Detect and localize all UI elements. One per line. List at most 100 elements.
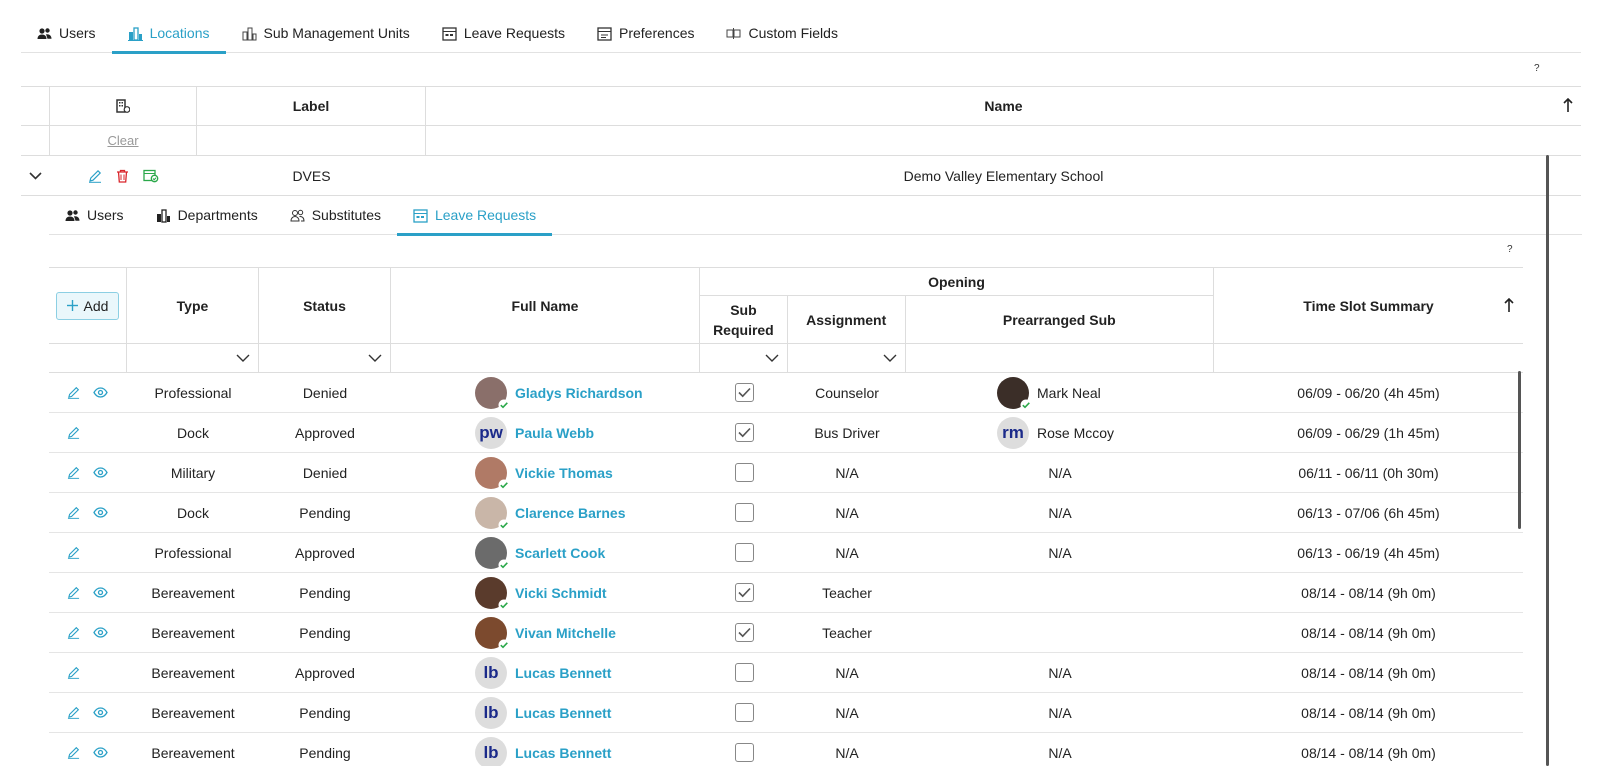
table-row[interactable]: Bereavement Approved lb Lucas Bennett N/A N/A… <box>49 653 1523 693</box>
type-cell: Professional <box>154 384 232 401</box>
table-row[interactable]: Dock Approved pw Paula Webb Bus Driver rm Rose… <box>49 413 1523 453</box>
edit-icon[interactable] <box>67 506 80 519</box>
column-header-full-name[interactable]: Full Name <box>391 268 700 343</box>
manage-location-icon[interactable] <box>143 169 159 183</box>
delete-icon[interactable] <box>116 169 129 183</box>
time-slot-filter-input[interactable] <box>1214 344 1523 372</box>
sub-required-checkbox[interactable] <box>734 463 754 482</box>
column-header-sub-required[interactable]: Sub Required <box>700 296 788 343</box>
column-header-type[interactable]: Type <box>127 268 259 343</box>
sub-required-checkbox[interactable] <box>734 623 754 642</box>
column-header-label[interactable]: Label <box>197 87 426 125</box>
outer-scrollbar[interactable] <box>1546 155 1549 766</box>
edit-icon[interactable] <box>67 746 80 759</box>
full-name-link[interactable]: Lucas Bennett <box>515 744 612 761</box>
edit-icon[interactable] <box>67 666 80 679</box>
view-icon[interactable] <box>93 587 108 598</box>
edit-icon[interactable] <box>88 169 102 183</box>
row-actions <box>49 613 127 652</box>
full-name-link[interactable]: Vivan Mitchelle <box>515 624 616 641</box>
sub-required-checkbox[interactable] <box>734 663 754 682</box>
full-name-link[interactable]: Vicki Schmidt <box>515 584 607 601</box>
column-header-assignment[interactable]: Assignment <box>788 296 906 343</box>
row-actions <box>49 533 127 572</box>
edit-icon[interactable] <box>67 586 80 599</box>
tab-users[interactable]: Users <box>21 13 112 53</box>
table-row[interactable]: Bereavement Pending Vivan Mitchelle Teacher… <box>49 613 1523 653</box>
sort-ascending-icon[interactable] <box>1504 298 1514 312</box>
edit-icon[interactable] <box>67 706 80 719</box>
type-filter-dropdown[interactable] <box>127 344 259 372</box>
label-filter-input[interactable] <box>197 126 426 155</box>
tab-sub-management-units[interactable]: Sub Management Units <box>226 13 426 53</box>
time-slot-summary-cell: 06/09 - 06/20 (4h 45m) <box>1297 384 1440 401</box>
edit-icon[interactable] <box>67 386 80 399</box>
clear-filters-link[interactable]: Clear <box>107 133 139 148</box>
tab-custom-fields[interactable]: Custom Fields <box>710 13 853 53</box>
full-name-link[interactable]: Clarence Barnes <box>515 504 626 521</box>
full-name-link[interactable]: Paula Webb <box>515 424 595 441</box>
time-slot-summary-cell: 08/14 - 08/14 (9h 0m) <box>1301 624 1436 641</box>
edit-icon[interactable] <box>67 466 80 479</box>
edit-icon[interactable] <box>67 546 80 559</box>
table-row[interactable]: Dock Pending Clarence Barnes N/A N/A 06/13 - … <box>49 493 1523 533</box>
full-name-link[interactable]: Scarlett Cook <box>515 544 606 561</box>
inner-scrollbar[interactable] <box>1518 371 1521 529</box>
tab-preferences[interactable]: Preferences <box>581 13 710 53</box>
full-name-link[interactable]: Vickie Thomas <box>515 464 613 481</box>
subtab-users[interactable]: Users <box>49 195 140 235</box>
table-row[interactable]: Military Denied Vickie Thomas N/A N/A 06/11 -… <box>49 453 1523 493</box>
column-header-prearranged-sub[interactable]: Prearranged Sub <box>1002 311 1116 328</box>
column-header-status[interactable]: Status <box>259 268 391 343</box>
sub-required-checkbox[interactable] <box>734 743 754 762</box>
add-button-label: Add <box>83 297 109 314</box>
column-header-time-slot-summary[interactable]: Time Slot Summary <box>1214 268 1523 343</box>
full-name-cell: Gladys Richardson <box>391 373 700 412</box>
time-slot-summary-cell: 06/09 - 06/29 (1h 45m) <box>1297 424 1440 441</box>
sub-required-checkbox[interactable] <box>734 423 754 442</box>
view-icon[interactable] <box>93 387 108 398</box>
view-icon[interactable] <box>93 467 108 478</box>
edit-icon[interactable] <box>67 626 80 639</box>
view-icon[interactable] <box>93 507 108 518</box>
locations-icon <box>127 26 143 41</box>
sub-required-checkbox[interactable] <box>734 703 754 722</box>
row-actions <box>49 453 127 492</box>
column-header-name[interactable]: Name <box>426 87 1581 125</box>
leave-requests-grid: Add Type Status Full Name Opening Sub Re… <box>49 267 1523 766</box>
help-button[interactable]: ? <box>1534 63 1540 74</box>
subtab-leave-requests[interactable]: Leave Requests <box>396 195 553 236</box>
full-name-filter-input[interactable] <box>391 344 700 372</box>
sub-required-checkbox[interactable] <box>734 503 754 522</box>
collapse-chevron-icon[interactable] <box>21 171 50 180</box>
view-icon[interactable] <box>93 707 108 718</box>
table-row[interactable]: Bereavement Pending lb Lucas Bennett N/A N/A 0… <box>49 693 1523 733</box>
table-row[interactable]: Professional Approved Scarlett Cook N/A N/A 0… <box>49 533 1523 573</box>
sub-required-checkbox[interactable] <box>734 583 754 602</box>
prearranged-sub-filter-input[interactable] <box>906 344 1214 372</box>
name-filter-input[interactable] <box>426 126 1581 155</box>
sub-required-checkbox[interactable] <box>734 383 754 402</box>
subtab-substitutes[interactable]: Substitutes <box>274 195 397 235</box>
subtab-departments[interactable]: Departments <box>140 195 274 235</box>
sub-required-filter-dropdown[interactable] <box>700 344 788 372</box>
sub-required-checkbox[interactable] <box>734 543 754 562</box>
view-icon[interactable] <box>93 747 108 758</box>
full-name-link[interactable]: Lucas Bennett <box>515 704 612 721</box>
view-icon[interactable] <box>93 627 108 638</box>
tab-locations[interactable]: Locations <box>111 13 226 54</box>
full-name-link[interactable]: Lucas Bennett <box>515 664 612 681</box>
help-button[interactable]: ? <box>1507 244 1513 255</box>
status-filter-dropdown[interactable] <box>259 344 391 372</box>
table-row[interactable]: Bereavement Pending Vicki Schmidt Teacher 08… <box>49 573 1523 613</box>
add-button[interactable]: Add <box>55 291 120 320</box>
table-row[interactable]: Bereavement Pending lb Lucas Bennett N/A N/A 0… <box>49 733 1523 766</box>
table-row[interactable]: Professional Denied Gladys Richardson Couns… <box>49 373 1523 413</box>
tab-leave-requests[interactable]: Leave Requests <box>426 13 581 53</box>
edit-icon[interactable] <box>67 426 80 439</box>
assignment-filter-dropdown[interactable] <box>788 344 906 372</box>
location-row[interactable]: DVES Demo Valley Elementary School <box>21 156 1581 196</box>
sort-ascending-icon[interactable] <box>1563 98 1573 112</box>
full-name-link[interactable]: Gladys Richardson <box>515 384 643 401</box>
full-name-cell: lb Lucas Bennett <box>391 693 700 732</box>
